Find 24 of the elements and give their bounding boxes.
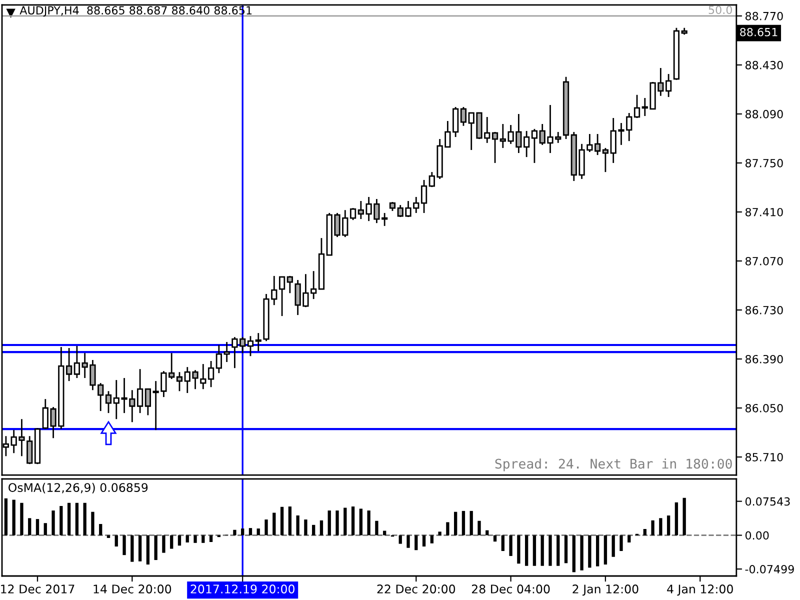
y-tick-label: 0.07543 xyxy=(745,497,790,506)
y-tick-label: 88.090 xyxy=(745,110,783,118)
y-tick-label: 87.070 xyxy=(745,256,783,266)
x-tick-label: 28 Dec 04:00 xyxy=(472,584,550,594)
y-tick-label: -0.07499 xyxy=(745,564,794,574)
y-tick-label: 87.410 xyxy=(745,208,783,216)
annotation: 88.651 xyxy=(740,28,778,36)
annotation: 50.0 xyxy=(708,6,732,14)
x-tick-label: 2 Jan 12:00 xyxy=(572,584,638,596)
annotation: Spread: 24. Next Bar in 180:00 xyxy=(495,458,732,472)
y-tick-label: 0.00 xyxy=(745,531,769,540)
y-tick-label: 86.390 xyxy=(745,354,783,364)
y-tick-label: 88.430 xyxy=(745,60,783,70)
x-tick-label: 12 Dec 2017 xyxy=(1,584,74,594)
x-tick-label: 14 Dec 20:00 xyxy=(94,584,172,594)
y-tick-label: 86.050 xyxy=(745,404,783,412)
y-tick-label: 88.770 xyxy=(745,12,783,20)
chart-title: OsMA(12,26,9) 0.06859 xyxy=(8,482,148,494)
x-tick-label: 4 Jan 12:00 xyxy=(667,584,733,596)
y-tick-label: 85.710 xyxy=(745,452,783,462)
y-tick-label: 86.730 xyxy=(745,306,783,314)
y-tick-label: 87.750 xyxy=(745,158,783,168)
x-tick-label: 2017.12.19 20:00 xyxy=(190,584,294,594)
x-tick-label: 22 Dec 20:00 xyxy=(377,584,456,594)
